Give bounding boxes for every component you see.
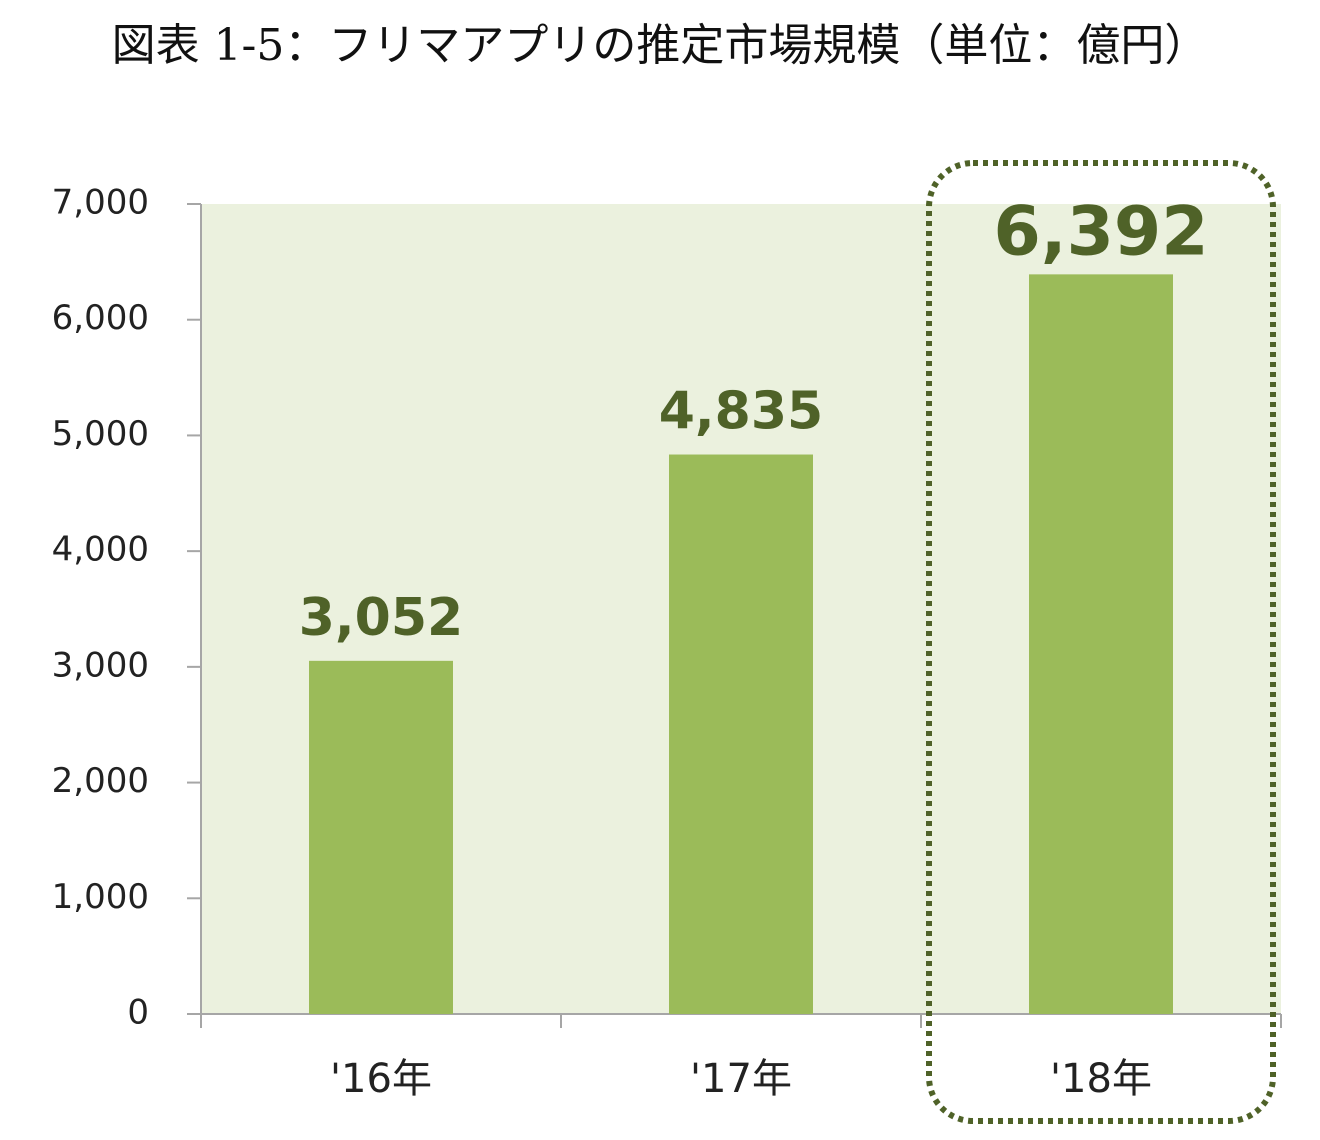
x-tick-label: '17年 [690, 1056, 792, 1102]
y-tick-label: 7,000 [52, 183, 149, 223]
y-tick-label: 4,000 [52, 530, 149, 570]
data-labels: 3,052 4,835 6,392 [299, 192, 1209, 647]
data-label: 4,835 [659, 382, 823, 442]
y-tick-label: 1,000 [52, 877, 149, 917]
highlight-frame [926, 160, 1276, 1124]
bars [309, 274, 1173, 1015]
x-axis: '16年 '17年 '18年 [200, 1013, 1282, 1102]
x-tick-label: '16年 [330, 1056, 432, 1102]
bar [669, 454, 813, 1014]
x-tick-label: '18年 [1050, 1056, 1152, 1102]
y-tick-label: 0 [127, 993, 149, 1033]
y-tick-label: 6,000 [52, 298, 149, 338]
y-tick-label: 3,000 [52, 645, 149, 685]
chart-title: 図表 1-5：フリマアプリの推定市場規模（単位：億円） [111, 20, 1209, 71]
bar [309, 660, 453, 1014]
y-tick-label: 5,000 [52, 414, 149, 454]
data-label: 3,052 [299, 588, 463, 648]
y-tick-label: 2,000 [52, 761, 149, 801]
data-label: 6,392 [993, 192, 1208, 271]
y-axis: 0 1,000 2,000 3,000 4,000 5,000 6,000 7,000 [52, 183, 202, 1033]
bar [1029, 274, 1173, 1015]
